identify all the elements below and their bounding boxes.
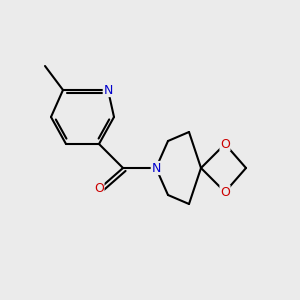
Text: N: N bbox=[151, 161, 161, 175]
Text: O: O bbox=[94, 182, 104, 196]
Text: O: O bbox=[220, 137, 230, 151]
Text: N: N bbox=[103, 83, 113, 97]
Text: O: O bbox=[220, 185, 230, 199]
